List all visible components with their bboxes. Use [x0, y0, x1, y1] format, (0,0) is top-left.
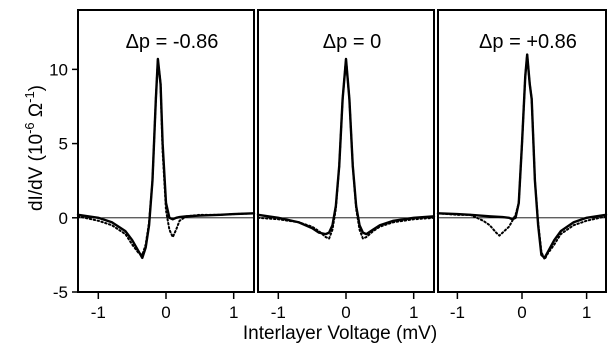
y-axis-title-exp1: -6 — [22, 122, 37, 134]
y-axis-title: dI/dV (10-6 Ω-1) — [22, 85, 47, 211]
panel-title: Δp = 0 — [323, 31, 381, 53]
panel-2: -1 0 1 Δp = 0 — [256, 9, 436, 322]
panel-title: Δp = -0.86 — [126, 31, 219, 53]
x-tick-label: -1 — [91, 303, 106, 322]
x-tick-label: -1 — [450, 303, 465, 322]
y-axis-title-main: dI/dV (10 — [26, 134, 47, 211]
x-tick-label: -1 — [271, 303, 286, 322]
x-tick-label: 1 — [409, 303, 418, 322]
x-tick-label: 1 — [582, 303, 591, 322]
x-tick-label: 1 — [229, 303, 238, 322]
series-solid — [256, 57, 436, 236]
y-tick-label: 10 — [49, 60, 68, 79]
panels-layer: -1 0 1 Δp = -0.86 -1 0 1 Δp = 0 -1 0 1 Δp = +0.86 — [76, 9, 608, 322]
y-axis-title-end: ) — [26, 85, 47, 91]
x-axis-title: Interlayer Voltage (mV) — [243, 323, 437, 344]
y-axis: -5 0 5 10 — [49, 60, 78, 302]
y-axis-title-mid: Ω — [26, 103, 47, 122]
series-dotted — [77, 57, 255, 256]
panel-1: -1 0 1 Δp = -0.86 — [76, 9, 256, 322]
series-solid — [436, 53, 608, 260]
y-tick-label: 5 — [59, 135, 68, 154]
x-tick-label: 0 — [517, 303, 526, 322]
panel-title: Δp = +0.86 — [479, 31, 577, 53]
x-tick-label: 0 — [161, 303, 170, 322]
y-tick-label: 0 — [59, 209, 68, 228]
y-axis-title-exp2: -1 — [22, 91, 37, 103]
series-solid — [76, 57, 256, 260]
series-dotted — [257, 57, 435, 240]
x-tick-label: 0 — [341, 303, 350, 322]
series-dotted — [437, 53, 607, 261]
panel-3: -1 0 1 Δp = +0.86 — [436, 9, 608, 322]
y-tick-label: -5 — [53, 283, 68, 302]
